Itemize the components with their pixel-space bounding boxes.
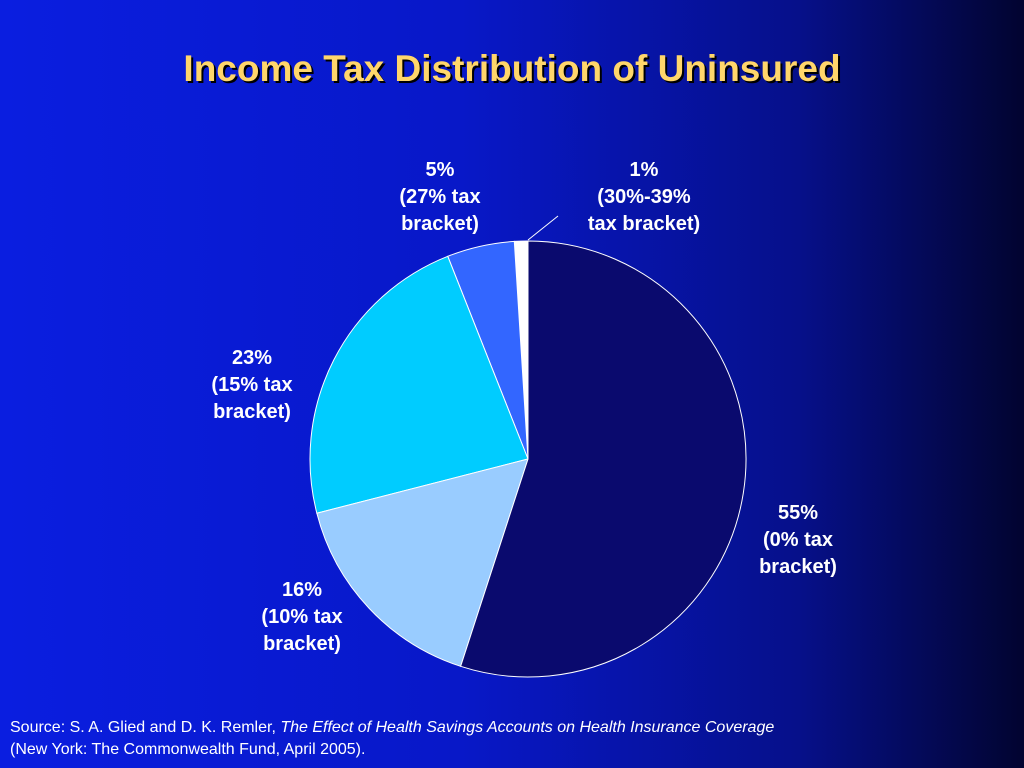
- slice-line1: (15% tax: [211, 374, 293, 396]
- slice-label-0pct-bracket: 55% (0% tax bracket): [698, 500, 898, 581]
- slice-label-30-39pct-bracket: 1% (30%-39% tax bracket): [544, 157, 744, 238]
- slice-line1: (27% tax: [399, 186, 481, 208]
- slice-line2: bracket): [759, 556, 837, 578]
- slice-line2: bracket): [213, 401, 291, 423]
- pie-slice-1: [316, 458, 529, 667]
- slice-label-10pct-bracket: 16% (10% tax bracket): [202, 577, 402, 658]
- source-prefix: Source: S. A. Glied and D. K. Remler,: [10, 719, 281, 736]
- slice-line2: bracket): [401, 213, 479, 235]
- slice-percent: 55%: [777, 502, 819, 524]
- slice-line2: bracket): [263, 633, 341, 655]
- source-title: The Effect of Health Savings Accounts on…: [280, 719, 775, 736]
- slice-line1: (10% tax: [261, 606, 343, 628]
- pie-slice-0: [460, 240, 747, 678]
- slice-line1: (0% tax: [762, 529, 834, 551]
- pie-slice-2: [309, 255, 529, 514]
- slice-label-15pct-bracket: 23% (15% tax bracket): [152, 345, 352, 426]
- slice-percent: 16%: [281, 579, 323, 601]
- source-publisher: (New York: The Commonwealth Fund, April …: [10, 741, 366, 758]
- source-citation: Source: S. A. Glied and D. K. Remler, Th…: [10, 717, 1010, 761]
- slice-label-27pct-bracket: 5% (27% tax bracket): [340, 157, 540, 238]
- slide-title: Income Tax Distribution of Uninsured: [183, 48, 841, 89]
- leader-line-1pct: [527, 215, 559, 241]
- slice-percent: 1%: [629, 159, 659, 181]
- slice-line1: (30%-39%: [597, 186, 691, 208]
- slice-percent: 5%: [425, 159, 455, 181]
- slice-percent: 23%: [231, 347, 273, 369]
- slice-line2: tax bracket): [587, 213, 701, 235]
